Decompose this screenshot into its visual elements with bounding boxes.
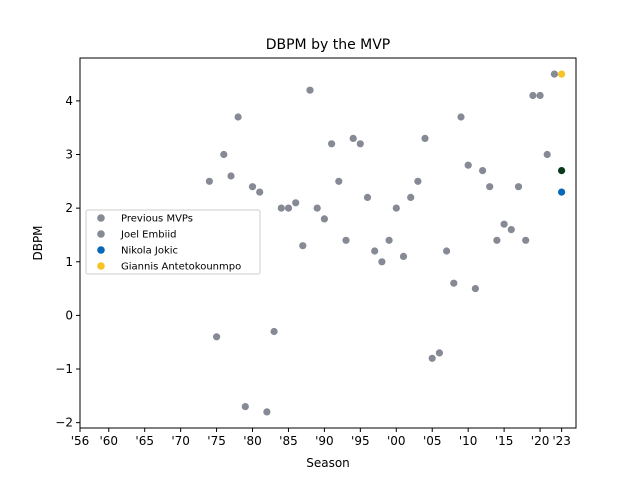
data-point-previous-mvps-18 xyxy=(335,177,343,185)
legend-label-1: Joel Embiid xyxy=(120,230,177,241)
x-tick-label-12: '15 xyxy=(495,434,514,448)
data-point-previous-mvps-31 xyxy=(428,354,436,362)
y-tick-label-6: 4 xyxy=(65,94,73,108)
data-point-previous-mvps-8 xyxy=(263,408,271,416)
data-point-previous-mvps-10 xyxy=(277,204,285,212)
y-axis: −2 −1 0 1 2 3 4 xyxy=(55,94,80,430)
x-tick-label-5: '80 xyxy=(243,434,262,448)
data-point-previous-mvps-16 xyxy=(320,215,328,223)
data-point-giannis-antetokounmpo-0 xyxy=(558,70,566,78)
data-point-joel-embiid-0 xyxy=(558,167,566,175)
x-tick-label-3: '70 xyxy=(171,434,190,448)
data-point-previous-mvps-44 xyxy=(522,236,530,244)
x-axis: '56 '60 '65 '70 '75 '80 '85 '90 '95 '00 '05 '10 '15 '… xyxy=(71,428,571,448)
data-point-previous-mvps-20 xyxy=(349,134,357,142)
chart-title: DBPM by the MVP xyxy=(266,37,391,53)
data-point-previous-mvps-28 xyxy=(407,193,415,201)
data-point-previous-mvps-21 xyxy=(356,140,364,148)
data-point-previous-mvps-12 xyxy=(292,199,300,207)
data-point-previous-mvps-32 xyxy=(435,349,443,357)
x-tick-label-13: '20 xyxy=(531,434,550,448)
x-tick-label-10: '05 xyxy=(423,434,442,448)
legend: Previous MVPs Joel Embiid Nikola Jokic Gian… xyxy=(85,209,261,275)
x-tick-label-8: '95 xyxy=(351,434,370,448)
data-point-previous-mvps-5 xyxy=(241,403,249,411)
data-point-previous-mvps-45 xyxy=(529,91,537,100)
y-tick-label-0: −2 xyxy=(55,416,73,430)
legend-marker-0 xyxy=(97,214,105,222)
data-point-previous-mvps-13 xyxy=(299,242,307,250)
y-tick-label-5: 3 xyxy=(65,148,73,162)
x-tick-label-14: '23 xyxy=(552,434,571,448)
data-point-previous-mvps-7 xyxy=(256,188,264,196)
data-point-previous-mvps-42 xyxy=(507,226,515,234)
data-point-previous-mvps-19 xyxy=(342,236,350,244)
legend-marker-2 xyxy=(97,246,105,254)
legend-label-3: Giannis Antetokounmpo xyxy=(121,262,241,273)
data-point-previous-mvps-46 xyxy=(536,91,544,100)
data-point-previous-mvps-27 xyxy=(399,252,408,260)
data-point-nikola-jokic-0 xyxy=(558,188,566,196)
data-point-previous-mvps-37 xyxy=(471,285,479,293)
data-point-previous-mvps-29 xyxy=(414,177,422,185)
data-point-previous-mvps-30 xyxy=(421,134,429,142)
legend-marker-1 xyxy=(97,230,105,238)
data-point-previous-mvps-33 xyxy=(443,247,451,255)
x-tick-label-7: '90 xyxy=(315,434,334,448)
y-tick-label-3: 1 xyxy=(65,255,73,269)
x-tick-label-6: '85 xyxy=(279,434,298,448)
data-point-previous-mvps-9 xyxy=(270,327,278,336)
y-tick-label-2: 0 xyxy=(65,308,73,322)
data-points xyxy=(205,70,566,416)
y-axis-label: DBPM xyxy=(31,225,45,260)
data-point-previous-mvps-2 xyxy=(220,150,228,159)
data-point-previous-mvps-17 xyxy=(328,140,336,148)
data-point-previous-mvps-35 xyxy=(457,113,465,121)
data-point-previous-mvps-25 xyxy=(385,236,393,244)
data-point-previous-mvps-39 xyxy=(486,183,494,191)
data-point-previous-mvps-22 xyxy=(363,193,372,201)
legend-label-2: Nikola Jokic xyxy=(121,246,178,257)
data-point-previous-mvps-15 xyxy=(313,204,321,212)
y-tick-label-1: −1 xyxy=(55,362,73,376)
y-tick-label-4: 2 xyxy=(65,201,73,215)
data-point-previous-mvps-1 xyxy=(213,333,221,341)
data-point-previous-mvps-0 xyxy=(205,177,213,185)
data-point-previous-mvps-34 xyxy=(450,279,458,287)
x-tick-label-2: '65 xyxy=(135,434,154,448)
legend-box xyxy=(85,209,261,275)
data-point-previous-mvps-23 xyxy=(371,247,379,255)
data-point-previous-mvps-11 xyxy=(284,204,293,212)
data-point-previous-mvps-6 xyxy=(248,183,257,191)
data-point-previous-mvps-41 xyxy=(500,220,508,228)
legend-label-0: Previous MVPs xyxy=(121,214,193,225)
data-point-previous-mvps-4 xyxy=(234,113,242,121)
x-tick-label-1: '60 xyxy=(99,434,118,448)
data-point-previous-mvps-26 xyxy=(392,204,400,212)
data-point-previous-mvps-48 xyxy=(550,70,559,78)
legend-marker-3 xyxy=(97,262,105,270)
data-point-previous-mvps-47 xyxy=(543,150,551,159)
data-point-previous-mvps-14 xyxy=(306,86,314,94)
plot-frame xyxy=(79,57,577,429)
data-point-previous-mvps-24 xyxy=(378,258,386,266)
x-tick-label-9: '00 xyxy=(387,434,406,448)
x-tick-label-0: '56 xyxy=(71,434,90,448)
data-point-previous-mvps-40 xyxy=(493,236,501,244)
x-axis-label: Season xyxy=(306,456,350,470)
x-tick-label-4: '75 xyxy=(207,434,226,448)
x-tick-label-11: '10 xyxy=(459,434,478,448)
data-point-previous-mvps-38 xyxy=(479,167,487,175)
data-point-previous-mvps-3 xyxy=(227,172,235,180)
data-point-previous-mvps-43 xyxy=(514,183,523,191)
data-point-previous-mvps-36 xyxy=(464,161,472,169)
